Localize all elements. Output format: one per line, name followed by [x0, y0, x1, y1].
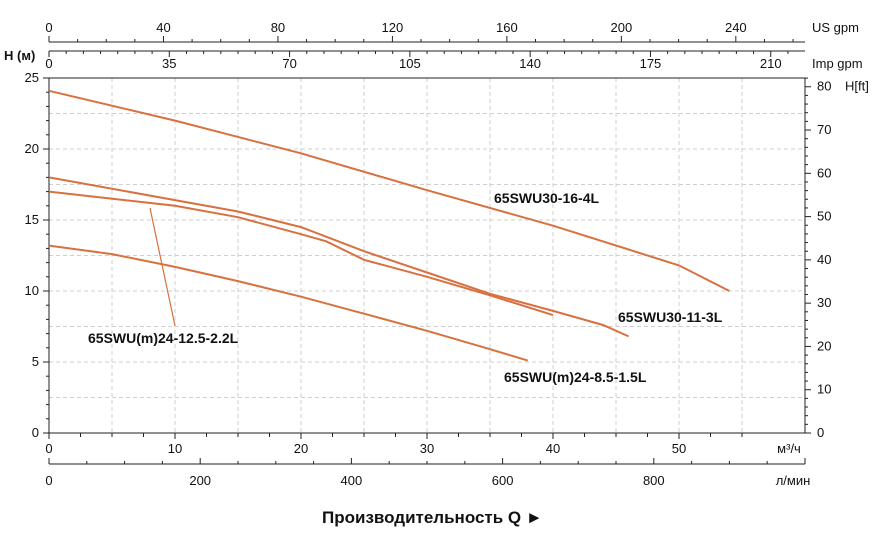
- series-label-65swu-m-24-12-5-2-2l: 65SWU(m)24-12.5-2.2L: [88, 330, 239, 346]
- l-min-tick-label: 200: [189, 473, 211, 488]
- series-line-65swu30-16-4l: [48, 89, 730, 292]
- leader-line-65swu-m-24-12-5-2-2l: [149, 207, 176, 327]
- imp-gpm-tick-label: 0: [45, 56, 52, 71]
- ft-axis-label: H[ft]: [845, 79, 869, 94]
- series-label-65swu30-16-4l: 65SWU30-16-4L: [494, 190, 599, 206]
- series-line-65swu-m-24-12-5-2-2l: [48, 190, 554, 317]
- imp-gpm-tick-label: 70: [282, 56, 296, 71]
- imp-gpm-tick-label: 140: [519, 56, 541, 71]
- l-min-tick-label: 400: [341, 473, 363, 488]
- ft-tick-label: 80: [817, 79, 831, 94]
- series-label-65swu30-11-3l: 65SWU30-11-3L: [618, 309, 723, 325]
- series-line-65swu-m-24-8-5-1-5l: [48, 244, 529, 362]
- x-tick-label: 20: [294, 441, 308, 456]
- x-tick-label: 0: [45, 441, 52, 456]
- y-tick-label: 15: [25, 212, 39, 227]
- l-min-axis-label: л/мин: [776, 473, 811, 488]
- us-gpm-tick-label: 120: [382, 20, 404, 35]
- us-gpm-tick-label: 40: [156, 20, 170, 35]
- l-min-tick-label: 800: [643, 473, 665, 488]
- imp-gpm-tick-label: 105: [399, 56, 421, 71]
- y-tick-label: 0: [32, 425, 39, 440]
- us-gpm-tick-label: 200: [611, 20, 633, 35]
- ft-tick-label: 0: [817, 425, 824, 440]
- l-min-tick-label: 0: [45, 473, 52, 488]
- x-tick-label: 40: [546, 441, 560, 456]
- x-tick-label: 30: [420, 441, 434, 456]
- us-gpm-tick-label: 240: [725, 20, 747, 35]
- us-gpm-axis-label: US gpm: [812, 20, 859, 35]
- footer-caption: Производительность Q ►: [322, 508, 543, 527]
- x-tick-label: 10: [168, 441, 182, 456]
- y-tick-label: 10: [25, 283, 39, 298]
- y-tick-label: 20: [25, 141, 39, 156]
- imp-gpm-tick-label: 175: [640, 56, 662, 71]
- imp-gpm-tick-label: 35: [162, 56, 176, 71]
- ft-tick-label: 30: [817, 295, 831, 310]
- imp-gpm-tick-label: 210: [760, 56, 782, 71]
- y-tick-label: 25: [25, 70, 39, 85]
- us-gpm-tick-label: 0: [45, 20, 52, 35]
- series-label-65swu-m-24-8-5-1-5l: 65SWU(m)24-8.5-1.5L: [504, 369, 647, 385]
- series-line-65swu30-11-3l: [48, 176, 630, 338]
- l-min-tick-label: 600: [492, 473, 514, 488]
- us-gpm-tick-label: 160: [496, 20, 518, 35]
- y-tick-label: 5: [32, 354, 39, 369]
- y-axis-label: H (м): [4, 48, 35, 63]
- x-tick-label: 50: [672, 441, 686, 456]
- ft-tick-label: 70: [817, 122, 831, 137]
- ft-tick-label: 20: [817, 338, 831, 353]
- imp-gpm-axis-label: Imp gpm: [812, 56, 863, 71]
- ft-tick-label: 50: [817, 209, 831, 224]
- x-axis-label: м³/ч: [777, 441, 801, 456]
- us-gpm-tick-label: 80: [271, 20, 285, 35]
- ft-tick-label: 10: [817, 382, 831, 397]
- ft-tick-label: 60: [817, 165, 831, 180]
- ft-tick-label: 40: [817, 252, 831, 267]
